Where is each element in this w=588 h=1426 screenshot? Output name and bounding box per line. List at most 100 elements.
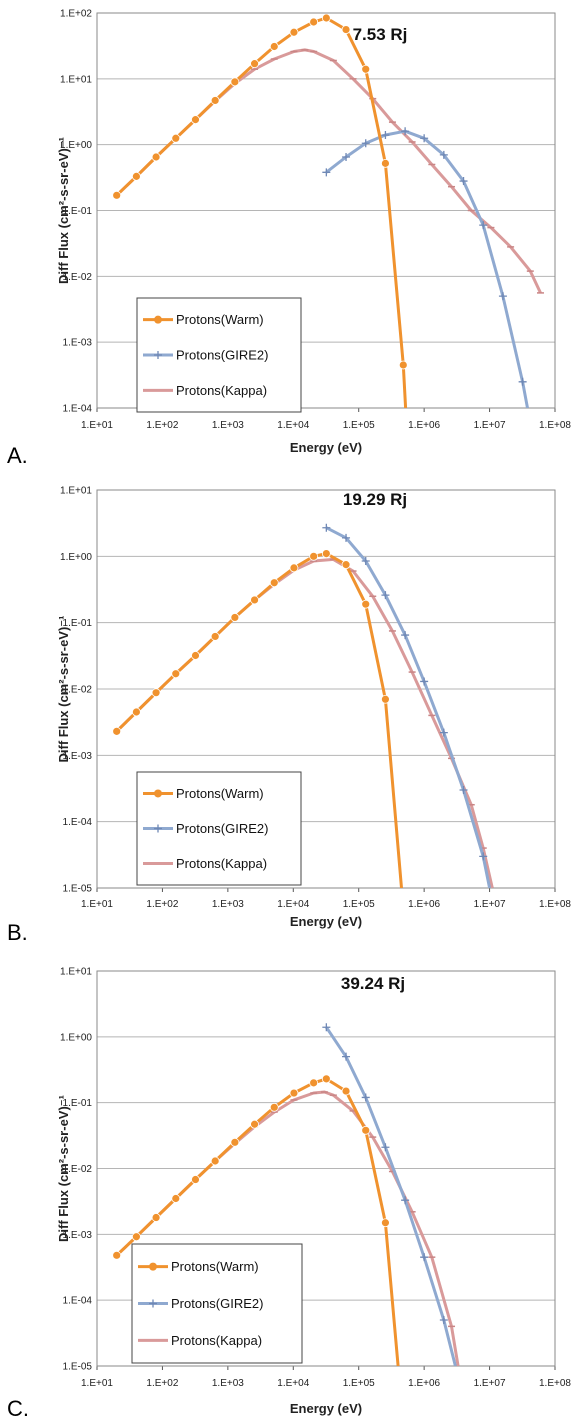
data-point — [269, 42, 279, 51]
y-tick-label: 1.E-02 — [63, 1164, 93, 1175]
chart-title: 39.24 Rj — [341, 974, 405, 993]
y-tick-label: 1.E-02 — [63, 272, 93, 283]
x-tick-label: 1.E+02 — [146, 1378, 178, 1389]
data-point — [250, 1119, 259, 1129]
legend-marker — [149, 1262, 157, 1271]
data-point — [250, 59, 259, 69]
panel-label: A. — [7, 443, 28, 468]
series-line-protons-warm — [115, 552, 403, 888]
y-axis-label: Diff Flux (cm²-s-sr-eV)⁻¹ — [56, 1095, 71, 1242]
legend-label: Protons(Kappa) — [171, 1333, 262, 1348]
data-point — [518, 377, 527, 386]
data-point — [342, 533, 351, 542]
x-tick-label: 1.E+06 — [408, 899, 440, 910]
y-tick-label: 1.E+01 — [60, 74, 92, 85]
panel-label: B. — [7, 920, 28, 945]
data-point — [151, 152, 161, 162]
series-group — [112, 1023, 460, 1366]
legend-label: Protons(GIRE2) — [171, 1296, 263, 1311]
data-point — [439, 1315, 448, 1324]
y-tick-label: 1.E+02 — [60, 9, 92, 20]
data-point — [420, 1253, 429, 1262]
legend-label: Protons(Warm) — [176, 786, 264, 801]
data-point — [321, 549, 331, 558]
series-group — [112, 523, 494, 888]
y-tick-label: 1.E+00 — [60, 552, 92, 563]
data-point — [322, 168, 331, 177]
legend-label: Protons(Kappa) — [176, 856, 267, 871]
data-point — [112, 1250, 122, 1260]
y-tick-label: 1.E+01 — [60, 967, 92, 978]
data-point — [321, 13, 331, 23]
y-tick-label: 1.E-01 — [63, 618, 93, 629]
x-axis-label: Energy (eV) — [290, 1401, 362, 1416]
legend-marker — [149, 1299, 157, 1308]
data-point — [131, 1232, 141, 1242]
data-point — [230, 613, 240, 622]
panel-label: C. — [7, 1396, 29, 1421]
data-point — [341, 1086, 351, 1096]
chart-2: 1.E-05 1.E-04 1.E-03 1.E-02 1.E-01 1.E+00 1.E+… — [7, 486, 571, 946]
data-point — [191, 651, 200, 660]
series-line-protons-gire2 — [325, 1026, 457, 1366]
x-tick-label: 1.E+04 — [277, 1378, 309, 1389]
chart-title: 7.53 Rj — [353, 25, 408, 44]
x-tick-label: 1.E+06 — [408, 1378, 440, 1389]
x-tick-label: 1.E+05 — [343, 420, 375, 431]
data-point — [289, 563, 299, 573]
data-point — [420, 677, 429, 686]
x-tick-label: 1.E+08 — [539, 420, 571, 431]
data-point — [361, 64, 371, 74]
legend-label: Protons(Warm) — [171, 1259, 259, 1274]
data-point — [459, 786, 468, 795]
chart-title: 19.29 Rj — [343, 490, 407, 509]
x-tick-label: 1.E+07 — [474, 1378, 506, 1389]
y-tick-label: 1.E-01 — [63, 206, 93, 217]
y-tick-label: 1.E-04 — [63, 817, 93, 828]
data-point — [361, 599, 371, 609]
plot-frame — [96, 970, 556, 1367]
legend-label: Protons(Kappa) — [176, 383, 267, 398]
legend: Protons(Warm) Protons(GIRE2) Protons(Kappa… — [136, 771, 302, 886]
legend-marker — [154, 824, 162, 833]
y-tick-label: 1.E-04 — [63, 1296, 93, 1307]
data-point — [381, 131, 390, 140]
data-point — [171, 669, 181, 679]
data-point — [131, 171, 141, 181]
y-axis-label: Diff Flux (cm²-s-sr-eV)⁻¹ — [56, 137, 71, 284]
data-point — [342, 152, 351, 161]
series-line-protons-gire2 — [325, 526, 492, 888]
y-tick-label: 1.E-03 — [63, 751, 93, 762]
data-point — [191, 1175, 200, 1184]
legend: Protons(Warm) Protons(GIRE2) Protons(Kappa… — [136, 297, 302, 413]
series-group — [112, 13, 544, 408]
x-tick-label: 1.E+07 — [474, 899, 506, 910]
data-point — [289, 1088, 299, 1098]
x-tick-label: 1.E+03 — [212, 899, 244, 910]
data-point — [439, 150, 448, 159]
x-tick-label: 1.E+08 — [539, 899, 571, 910]
chart-3: 1.E-05 1.E-04 1.E-03 1.E-02 1.E-01 1.E+00 1.E+… — [7, 967, 571, 1422]
x-tick-label: 1.E+05 — [343, 899, 375, 910]
data-point — [269, 1102, 279, 1112]
x-tick-label: 1.E+03 — [212, 420, 244, 431]
x-tick-label: 1.E+07 — [474, 420, 506, 431]
y-tick-label: 1.E-03 — [63, 338, 93, 349]
x-tick-label: 1.E+04 — [277, 420, 309, 431]
y-tick-label: 1.E-01 — [63, 1098, 93, 1109]
y-tick-label: 1.E+00 — [60, 1032, 92, 1043]
y-tick-label: 1.E+01 — [60, 486, 92, 497]
x-tick-label: 1.E+04 — [277, 899, 309, 910]
data-point — [479, 221, 488, 230]
y-tick-label: 1.E-05 — [63, 884, 93, 895]
data-point — [381, 1143, 390, 1152]
legend-marker — [154, 315, 162, 324]
data-point — [230, 77, 240, 87]
data-point — [381, 591, 390, 600]
data-point — [230, 1137, 240, 1147]
data-point — [112, 726, 122, 736]
data-point — [361, 557, 370, 566]
y-tick-label: 1.E+00 — [60, 140, 92, 151]
data-point — [341, 25, 351, 34]
